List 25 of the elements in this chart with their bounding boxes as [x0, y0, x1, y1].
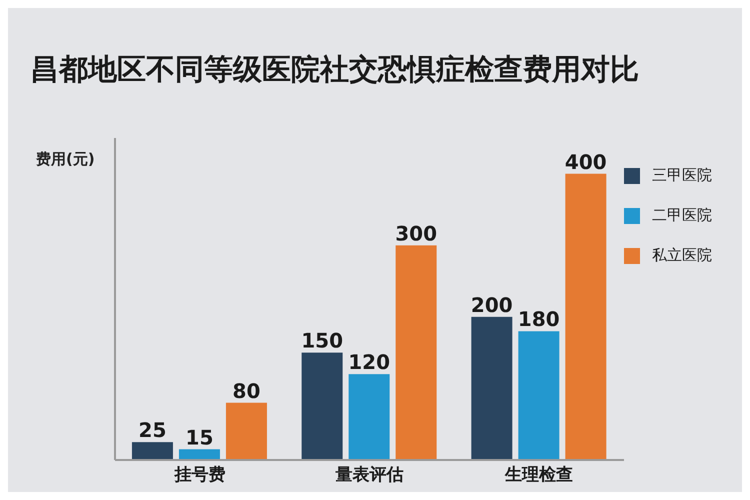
bar [471, 316, 512, 460]
bar [565, 174, 606, 460]
legend-label: 三甲医院 [652, 166, 712, 184]
data-label: 15 [186, 425, 214, 450]
data-label: 120 [348, 350, 390, 374]
x-tick-label: 生理检查 [504, 465, 574, 486]
bar [302, 352, 343, 460]
legend-label: 二甲医院 [652, 206, 712, 224]
y-axis-title: 费用(元) [36, 150, 95, 169]
bar [518, 331, 560, 460]
data-label: 80 [232, 378, 260, 403]
bar [396, 245, 437, 460]
data-label: 300 [395, 221, 438, 246]
bar [226, 402, 267, 460]
legend-label: 私立医院 [652, 246, 712, 264]
data-label: 400 [564, 150, 607, 174]
bar [348, 374, 390, 460]
chart-title: 昌都地区不同等级医院社交恐惧症检查费用对比 [30, 51, 639, 88]
data-label: 25 [138, 418, 166, 442]
data-label: 200 [470, 292, 513, 317]
data-label: 150 [301, 328, 344, 353]
x-tick-label: 量表评估 [334, 465, 404, 486]
bar [132, 442, 173, 460]
data-label: 180 [518, 307, 560, 332]
x-tick-label: 挂号费 [173, 465, 226, 486]
